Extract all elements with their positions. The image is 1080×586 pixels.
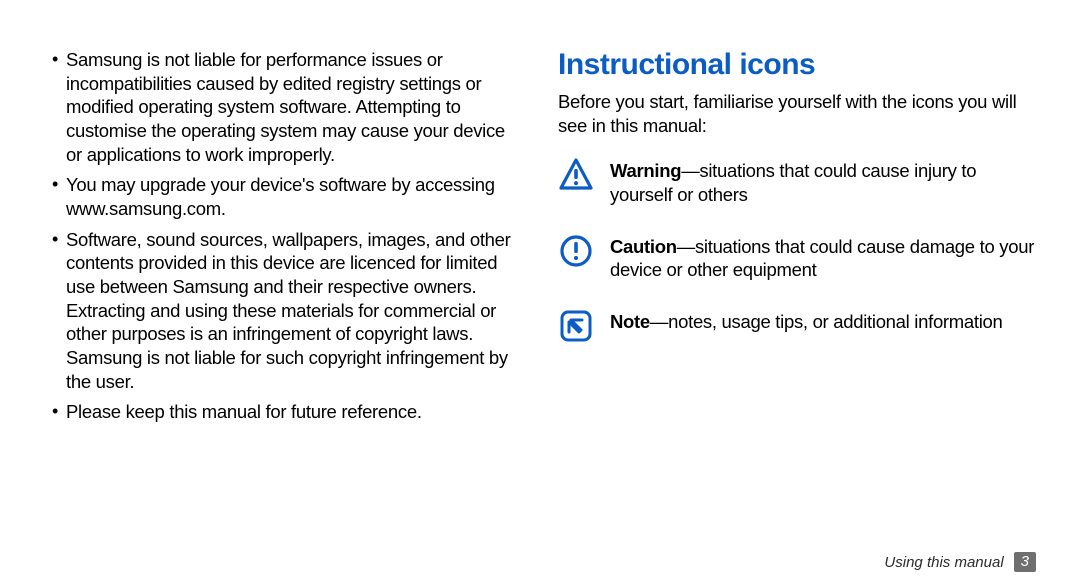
icon-label: Note <box>610 311 650 332</box>
icon-row-note: Note—notes, usage tips, or additional in… <box>558 308 1036 343</box>
icon-text: Note—notes, usage tips, or additional in… <box>610 308 1003 334</box>
list-item: Software, sound sources, wallpapers, ima… <box>66 228 522 394</box>
icon-desc: —notes, usage tips, or additional inform… <box>650 311 1003 332</box>
bullet-list: Samsung is not liable for performance is… <box>44 48 522 424</box>
section-heading: Instructional icons <box>558 48 1036 82</box>
icon-label: Warning <box>610 160 681 181</box>
icon-label: Caution <box>610 236 677 257</box>
caution-icon <box>558 233 594 268</box>
icon-row-caution: Caution—situations that could cause dama… <box>558 233 1036 282</box>
list-item: You may upgrade your device's software b… <box>66 173 522 220</box>
icon-row-warning: Warning—situations that could cause inju… <box>558 157 1036 206</box>
page-footer: Using this manual 3 <box>884 552 1036 572</box>
list-item: Samsung is not liable for performance is… <box>66 48 522 166</box>
page: Samsung is not liable for performance is… <box>0 0 1080 586</box>
page-number-badge: 3 <box>1014 552 1036 572</box>
note-icon <box>558 308 594 343</box>
left-column: Samsung is not liable for performance is… <box>44 48 540 586</box>
warning-icon <box>558 157 594 190</box>
right-column: Instructional icons Before you start, fa… <box>540 48 1036 586</box>
icon-list: Warning—situations that could cause inju… <box>558 157 1036 343</box>
list-item: Please keep this manual for future refer… <box>66 400 522 424</box>
section-intro: Before you start, familiarise yourself w… <box>558 90 1036 137</box>
icon-text: Caution—situations that could cause dama… <box>610 233 1036 282</box>
icon-text: Warning—situations that could cause inju… <box>610 157 1036 206</box>
footer-label: Using this manual <box>884 554 1003 571</box>
